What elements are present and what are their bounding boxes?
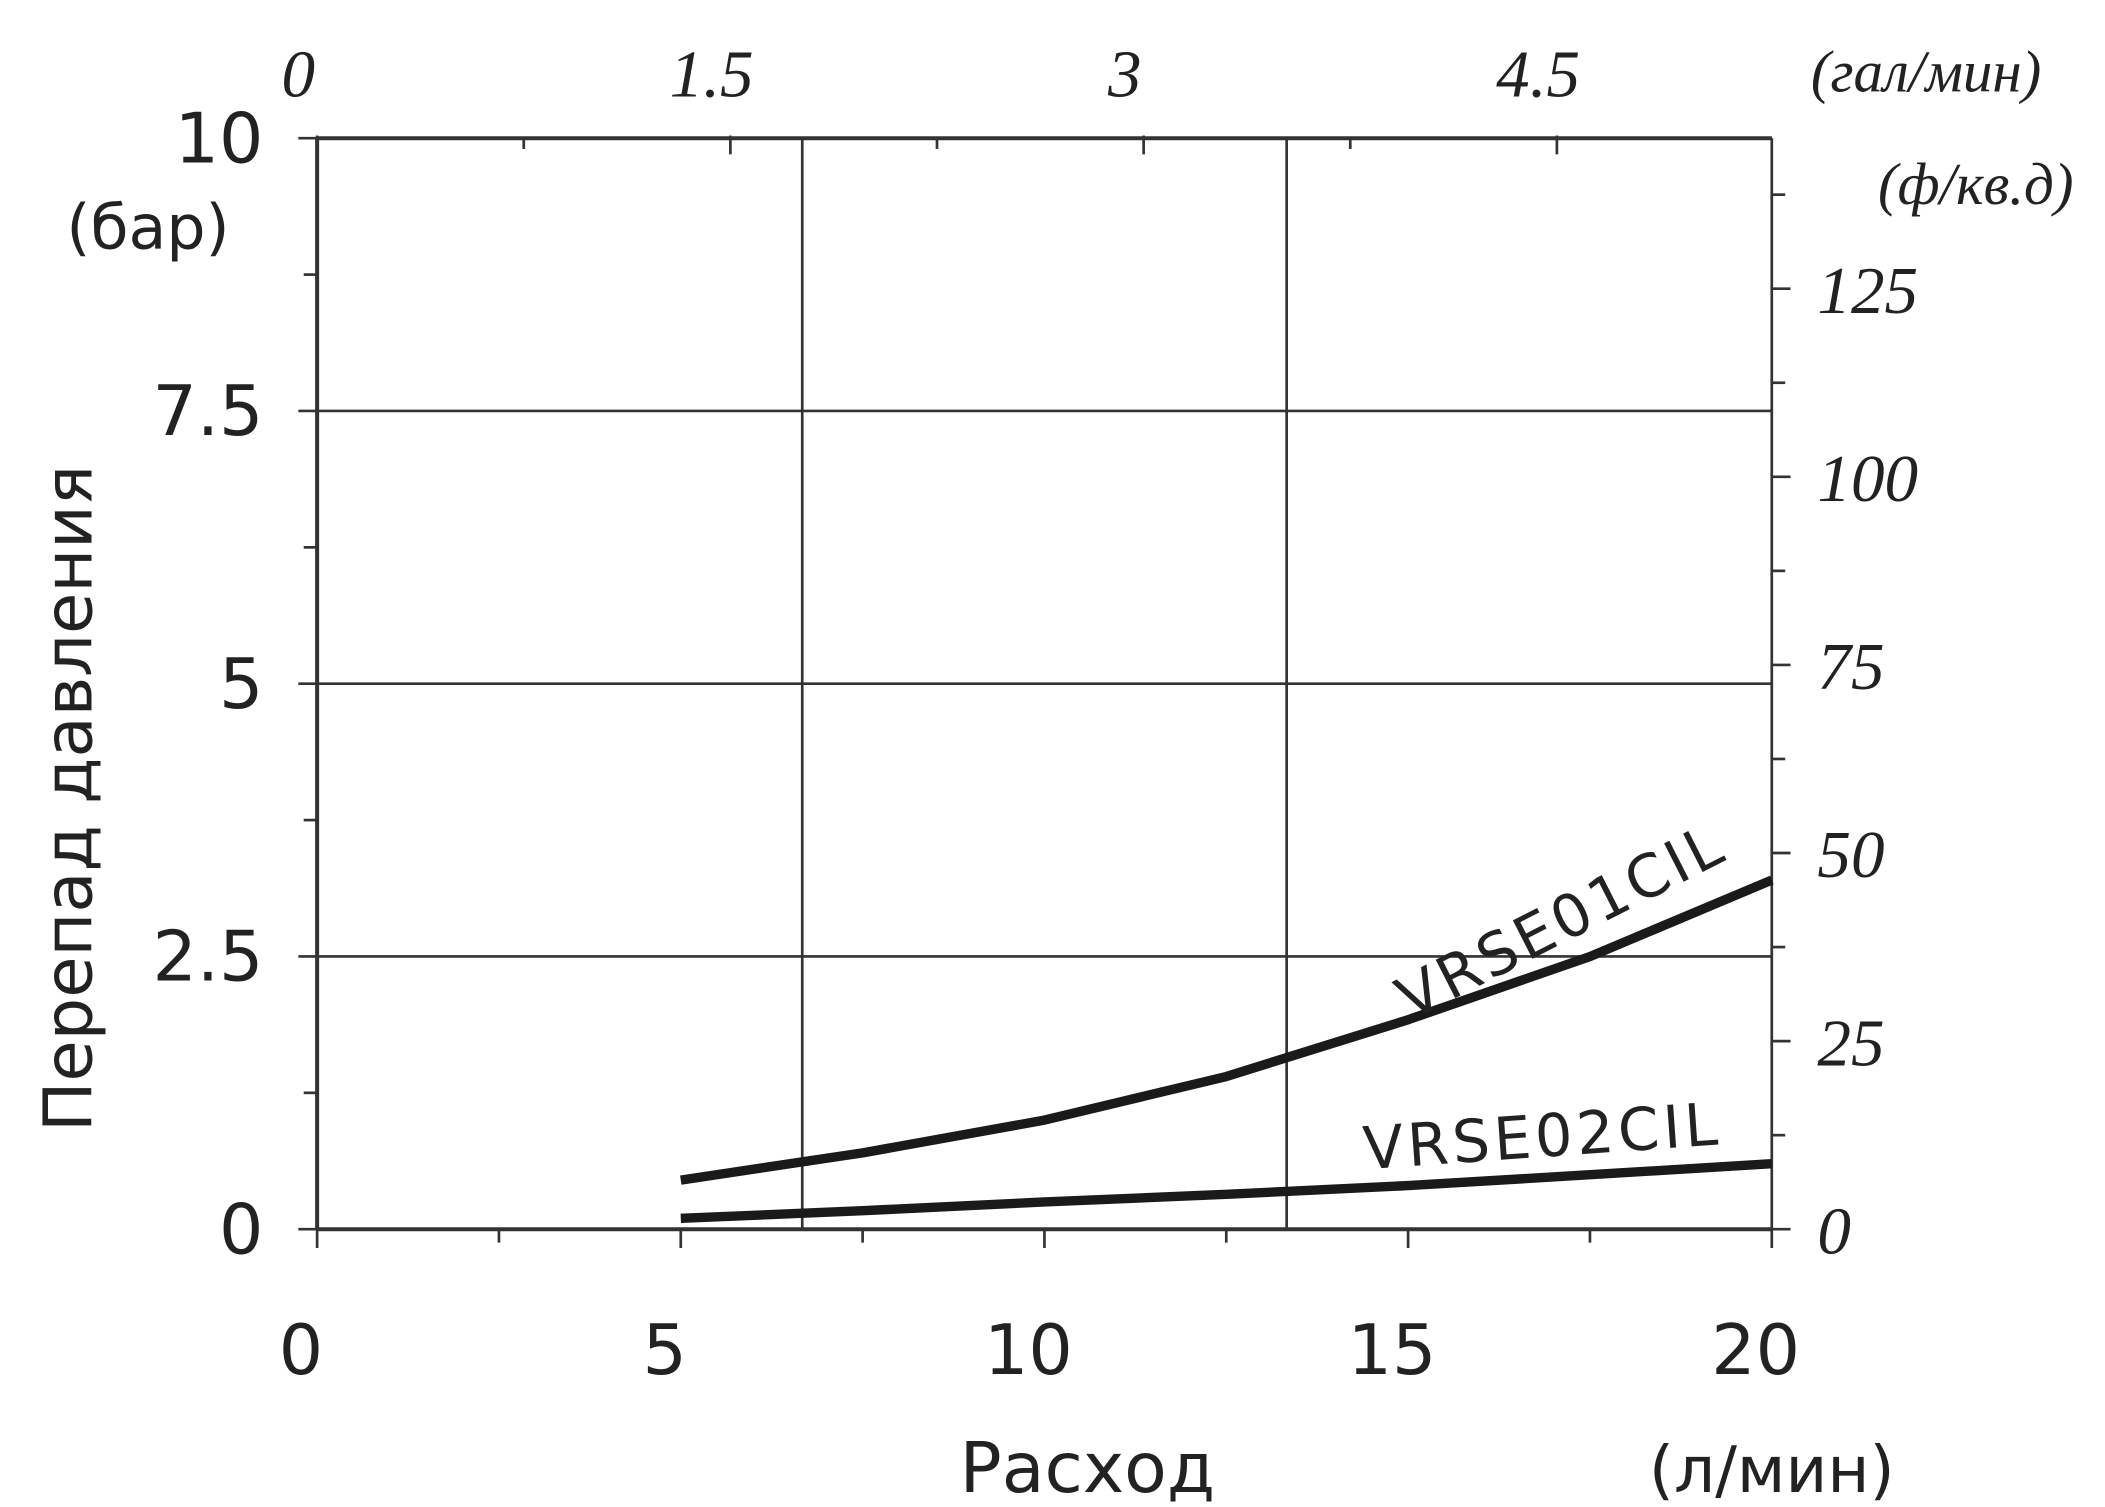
x-unit: (л/мин) — [1649, 1433, 1895, 1507]
series-line — [680, 1159, 1773, 1224]
y-tick-label: 2.5 — [152, 917, 263, 998]
y-tick-label: 10 — [175, 98, 264, 179]
x2-unit: (гал/мин) — [1811, 38, 2041, 104]
x-tick-label: 5 — [642, 1310, 686, 1391]
y2-tick-label: 125 — [1817, 253, 1918, 328]
y-unit: (бар) — [66, 191, 229, 263]
y2-unit: (ф/кв.д) — [1878, 151, 2073, 217]
x2-tick-label: 1.5 — [670, 37, 754, 112]
y-tick-label: 7.5 — [152, 371, 263, 452]
x-tick-label: 15 — [1348, 1310, 1437, 1391]
y2-tick-label: 75 — [1817, 629, 1884, 704]
x-tick-label: 20 — [1711, 1310, 1800, 1391]
x2-tick-label: 0 — [282, 37, 316, 112]
y-tick-label: 5 — [219, 644, 263, 725]
y2-tick-label: 25 — [1817, 1005, 1884, 1080]
y2-tick-label: 50 — [1817, 817, 1884, 892]
x-axis-title: Расход — [960, 1428, 1215, 1507]
x-tick-label: 10 — [984, 1310, 1073, 1391]
x2-tick-label: 3 — [1107, 37, 1142, 112]
y-tick-label: 0 — [219, 1189, 263, 1270]
y-axis-title: Перепад давления — [30, 465, 108, 1132]
series-line — [680, 875, 1774, 1185]
x-tick-label: 0 — [279, 1310, 323, 1391]
y2-tick-label: 0 — [1817, 1193, 1851, 1268]
y2-tick-label: 100 — [1817, 441, 1918, 516]
x2-tick-label: 4.5 — [1496, 37, 1580, 112]
